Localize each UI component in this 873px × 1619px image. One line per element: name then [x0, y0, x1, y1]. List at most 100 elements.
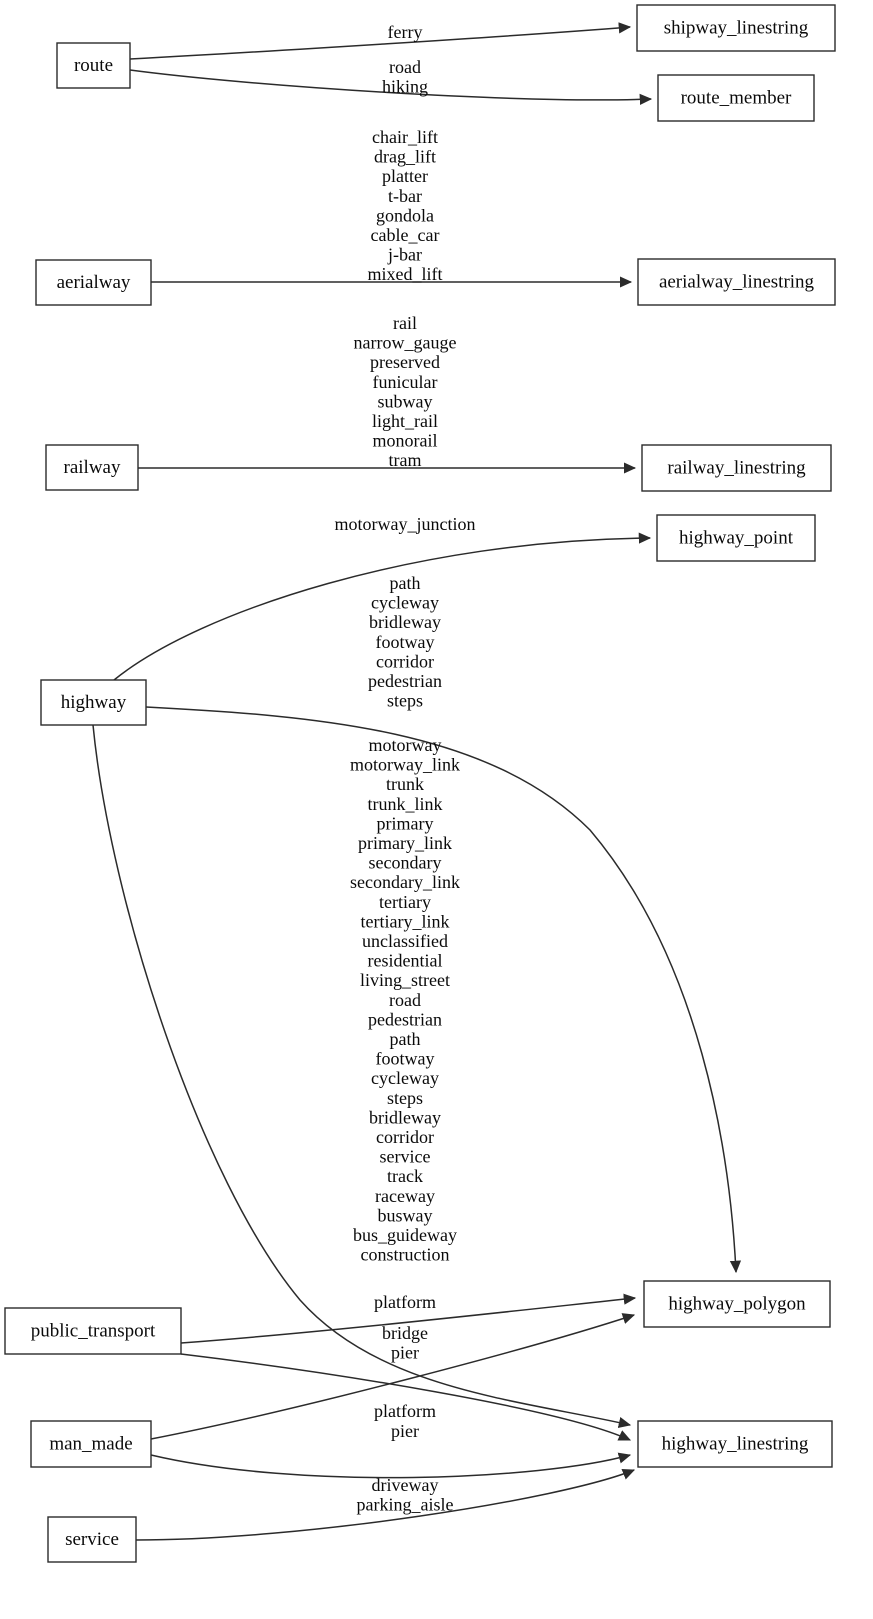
edge-label-highway-highway_ls-4: primary: [377, 813, 434, 833]
edge-label-highway-highway_polygon-3: footway: [376, 632, 435, 652]
node-box-public_transport: [4, 1307, 182, 1355]
edge-label-highway-highway_ls-7: secondary_link: [350, 872, 460, 892]
edge-label-highway-highway_ls-14: pedestrian: [368, 1009, 442, 1029]
edge-label-highway-highway_polygon-4: corridor: [376, 651, 434, 671]
edge-public_transport-highway_polygon: [180, 1293, 637, 1344]
node-box-aerialway: [35, 259, 152, 306]
edge-label-highway-highway_polygon-6: steps: [387, 691, 423, 711]
node-highway_polygon[interactable]: highway_polygon: [643, 1280, 831, 1328]
edge-label-aerialway-aerialway_ls-4: gondola: [376, 205, 434, 225]
edge-label-highway-highway_ls-0: motorway: [369, 735, 442, 755]
edge-label-group-highway-highway_polygon: pathcyclewaybridlewayfootwaycorridorpede…: [368, 573, 442, 711]
edge-label-group-man_made-highway_ls: pier: [391, 1421, 419, 1441]
node-label-highway: highway: [61, 692, 127, 713]
edge-label-highway-highway_ls-1: motorway_link: [350, 755, 460, 775]
edge-label-highway-highway_ls-22: track: [387, 1166, 423, 1186]
edge-label-man_made-highway_ls-0: pier: [391, 1421, 419, 1441]
edge-label-route-member-1: hiking: [382, 77, 428, 97]
edge-label-highway-highway_point-0: motorway_junction: [335, 514, 476, 534]
edge-label-highway-highway_polygon-5: pedestrian: [368, 671, 442, 691]
edge-label-highway-highway_ls-2: trunk: [386, 774, 424, 794]
node-box-route_member: [657, 74, 815, 122]
node-label-route_member: route_member: [681, 87, 792, 108]
edge-label-group-highway-highway_ls: motorwaymotorway_linktrunktrunk_linkprim…: [350, 735, 460, 1265]
edge-man_made-highway_polygon: [150, 1313, 636, 1440]
edge-route-member: [129, 69, 653, 106]
edge-label-group-railway-railway_ls: railnarrow_gaugepreservedfunicularsubway…: [354, 313, 457, 470]
node-highway_point[interactable]: highway_point: [656, 514, 816, 562]
edge-label-highway-highway_ls-12: living_street: [360, 970, 450, 990]
edge-highway-highway_point: [113, 532, 652, 681]
edge-label-aerialway-aerialway_ls-2: platter: [382, 166, 428, 186]
edge-label-highway-highway_ls-5: primary_link: [358, 833, 452, 853]
node-box-aerialway_ls: [637, 258, 836, 306]
edge-service-highway_ls: [135, 1469, 636, 1541]
edge-label-group-aerialway-aerialway_ls: chair_liftdrag_liftplattert-bargondolaca…: [368, 127, 443, 284]
node-man_made[interactable]: man_made: [30, 1420, 152, 1468]
node-box-service: [47, 1516, 137, 1563]
edge-label-railway-railway_ls-2: preserved: [370, 352, 440, 372]
edge-label-highway-highway_ls-15: path: [390, 1029, 421, 1049]
edge-label-highway-highway_ls-13: road: [389, 990, 421, 1010]
node-route_member[interactable]: route_member: [657, 74, 815, 122]
node-label-aerialway_ls: aerialway_linestring: [659, 271, 815, 292]
edge-man_made-highway_ls: [150, 1452, 632, 1479]
edge-label-highway-highway_polygon-1: cycleway: [371, 593, 439, 613]
edge-label-aerialway-aerialway_ls-5: cable_car: [371, 225, 440, 245]
edge-label-group-highway-highway_point: motorway_junction: [335, 514, 476, 534]
edge-label-highway-highway_ls-3: trunk_link: [368, 794, 443, 814]
edge-highway-highway_ls: [92, 724, 632, 1428]
edge-label-highway-highway_ls-17: cycleway: [371, 1068, 439, 1088]
node-label-man_made: man_made: [49, 1433, 132, 1454]
edge-label-railway-railway_ls-5: light_rail: [372, 411, 438, 431]
edge-label-highway-highway_polygon-2: bridleway: [369, 612, 441, 632]
node-aerialway[interactable]: aerialway: [35, 259, 152, 306]
node-box-route: [56, 42, 131, 89]
node-box-highway_point: [656, 514, 816, 562]
node-label-service: service: [65, 1529, 119, 1550]
edge-route-shipway: [129, 22, 632, 60]
edge-label-service-highway_ls-0: driveway: [372, 1475, 439, 1495]
edge-label-railway-railway_ls-7: tram: [389, 450, 422, 470]
edge-label-service-highway_ls-1: parking_aisle: [357, 1495, 454, 1515]
edges-layer: [92, 22, 742, 1541]
edge-label-group-route-shipway: ferry: [388, 22, 423, 42]
node-public_transport[interactable]: public_transport: [4, 1307, 182, 1355]
edge-label-aerialway-aerialway_ls-0: chair_lift: [372, 127, 438, 147]
edge-labels-layer: ferryroadhikingchair_liftdrag_liftplatte…: [335, 22, 476, 1515]
edge-label-highway-highway_ls-10: unclassified: [362, 931, 448, 951]
node-service[interactable]: service: [47, 1516, 137, 1563]
node-label-railway_ls: railway_linestring: [667, 457, 806, 478]
edge-label-aerialway-aerialway_ls-6: j-bar: [387, 245, 422, 265]
node-railway_ls[interactable]: railway_linestring: [641, 444, 832, 492]
node-label-public_transport: public_transport: [31, 1320, 156, 1341]
node-railway[interactable]: railway: [45, 444, 139, 491]
node-shipway_ls[interactable]: shipway_linestring: [636, 4, 836, 52]
nodes-layer: route shipway_linestring route_memberaeria…: [4, 4, 836, 1563]
edge-label-highway-highway_ls-20: corridor: [376, 1127, 434, 1147]
edge-label-public_transport-highway_ls-1: pier: [391, 1343, 419, 1363]
edge-label-highway-highway_ls-23: raceway: [375, 1186, 435, 1206]
node-aerialway_ls[interactable]: aerialway_linestring: [637, 258, 836, 306]
node-route[interactable]: route: [56, 42, 131, 89]
edge-label-railway-railway_ls-1: narrow_gauge: [354, 333, 457, 353]
node-highway_ls[interactable]: highway_linestring: [637, 1420, 833, 1468]
edge-label-route-member-0: road: [389, 57, 421, 77]
node-label-highway_polygon: highway_polygon: [668, 1293, 806, 1314]
node-box-highway_ls: [637, 1420, 833, 1468]
node-label-railway: railway: [64, 457, 121, 478]
node-box-railway: [45, 444, 139, 491]
node-label-shipway_ls: shipway_linestring: [664, 17, 809, 38]
node-highway[interactable]: highway: [40, 679, 147, 726]
edge-label-public_transport-highway_ls-0: bridge: [382, 1323, 428, 1343]
edge-label-highway-highway_ls-25: bus_guideway: [353, 1225, 457, 1245]
node-label-route: route: [74, 55, 113, 76]
edge-label-route-shipway-0: ferry: [388, 22, 423, 42]
edge-label-railway-railway_ls-4: subway: [378, 391, 433, 411]
node-box-highway_polygon: [643, 1280, 831, 1328]
